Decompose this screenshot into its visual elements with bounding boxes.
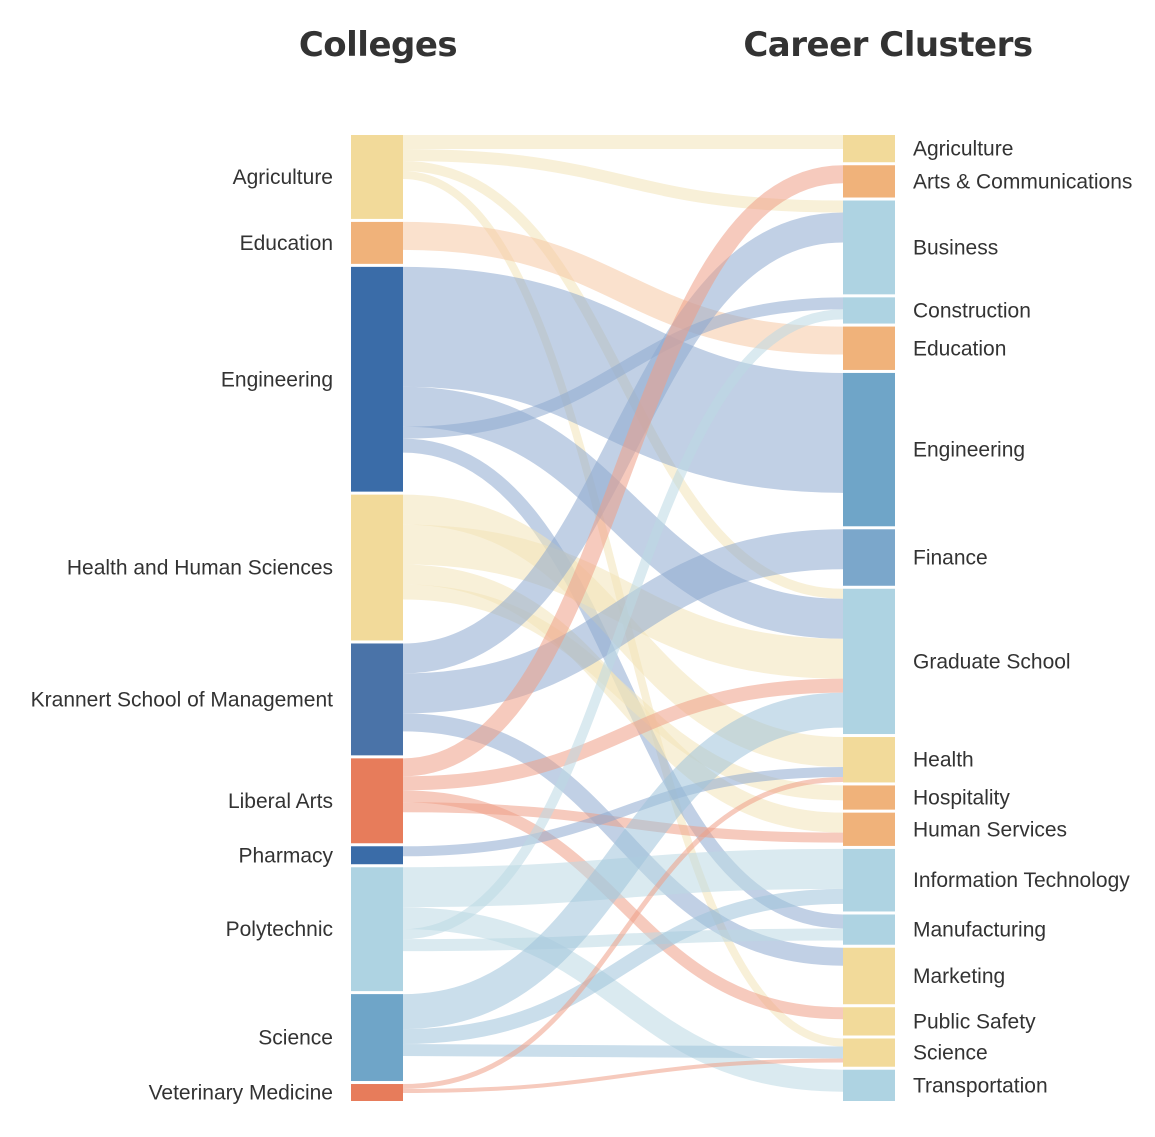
flow-liberal-arts-to-arts-and-communications bbox=[402, 165, 844, 777]
college-node-polytechnic bbox=[351, 867, 403, 992]
cluster-label-science: Science bbox=[913, 1042, 988, 1065]
flow-krannert-school-of-management-to-business bbox=[402, 212, 844, 674]
cluster-node-health bbox=[843, 737, 895, 783]
cluster-label-marketing: Marketing bbox=[913, 965, 1005, 988]
flow-liberal-arts-to-graduate-school bbox=[402, 678, 844, 791]
flow-science-to-graduate-school bbox=[402, 692, 844, 1030]
cluster-label-health: Health bbox=[913, 749, 974, 772]
college-labels: Agriculture Education Engineering Health an… bbox=[31, 166, 334, 1105]
college-node-education bbox=[351, 221, 403, 264]
cluster-label-business: Business bbox=[913, 236, 998, 259]
flow-science-to-information-technology bbox=[402, 888, 844, 1045]
flow-science-to-science bbox=[402, 1044, 844, 1059]
cluster-label-construction: Construction bbox=[913, 299, 1031, 322]
flow-polytechnic-to-manufacturing bbox=[402, 928, 844, 952]
cluster-labels: Agriculture Arts & Communications Business… bbox=[913, 138, 1132, 1098]
career-clusters-header: Career Clusters bbox=[743, 25, 1032, 65]
cluster-label-manufacturing: Manufacturing bbox=[913, 919, 1046, 942]
flow-polytechnic-to-construction bbox=[402, 309, 844, 940]
college-node-science bbox=[351, 994, 403, 1082]
flow-engineering-to-engineering bbox=[402, 266, 844, 493]
college-node-krannert-school-of-management bbox=[351, 643, 403, 756]
flow-veterinary-medicine-to-health bbox=[402, 776, 844, 1090]
cluster-node-public-safety bbox=[843, 1007, 895, 1036]
college-label-engineering: Engineering bbox=[221, 368, 333, 391]
college-node-veterinary-medicine bbox=[351, 1084, 403, 1101]
flow-health-and-human-sciences-to-hospitality bbox=[402, 584, 844, 801]
cluster-label-information-technology: Information Technology bbox=[913, 869, 1130, 892]
cluster-label-hospitality: Hospitality bbox=[913, 787, 1010, 810]
cluster-node-manufacturing bbox=[843, 914, 895, 945]
cluster-node-information-technology bbox=[843, 848, 895, 912]
college-label-agriculture: Agriculture bbox=[233, 166, 333, 189]
college-node-health-and-human-sciences bbox=[351, 494, 403, 641]
cluster-label-transportation: Transportation bbox=[913, 1074, 1048, 1097]
cluster-node-graduate-school bbox=[843, 588, 895, 735]
flow-pharmacy-to-health bbox=[402, 767, 844, 857]
cluster-node-agriculture bbox=[843, 135, 895, 163]
cluster-node-marketing bbox=[843, 947, 895, 1005]
cluster-label-engineering: Engineering bbox=[913, 439, 1025, 462]
college-label-polytechnic: Polytechnic bbox=[226, 918, 333, 941]
college-node-pharmacy bbox=[351, 846, 403, 865]
college-nodes bbox=[351, 135, 403, 1101]
cluster-node-arts-and-communications bbox=[843, 165, 895, 198]
flow-polytechnic-to-transportation bbox=[402, 907, 844, 1092]
cluster-node-human-services bbox=[843, 812, 895, 846]
college-label-pharmacy: Pharmacy bbox=[238, 844, 333, 867]
flow-education-to-education bbox=[402, 221, 844, 355]
flow-engineering-to-graduate-school bbox=[402, 386, 844, 639]
cluster-node-transportation bbox=[843, 1069, 895, 1101]
college-label-krannert-school-of-management: Krannert School of Management bbox=[31, 688, 334, 711]
cluster-node-education bbox=[843, 326, 895, 370]
college-label-education: Education bbox=[240, 232, 333, 255]
flow-liberal-arts-to-human-services bbox=[402, 802, 844, 843]
college-node-agriculture bbox=[351, 135, 403, 219]
cluster-node-engineering bbox=[843, 372, 895, 527]
flow-engineering-to-construction bbox=[402, 297, 844, 439]
college-label-liberal-arts: Liberal Arts bbox=[228, 790, 333, 813]
cluster-node-finance bbox=[843, 529, 895, 586]
college-label-veterinary-medicine: Veterinary Medicine bbox=[149, 1082, 333, 1105]
college-label-health-and-human-sciences: Health and Human Sciences bbox=[67, 557, 333, 580]
cluster-label-arts-and-communications: Arts & Communications bbox=[913, 170, 1132, 193]
cluster-node-construction bbox=[843, 297, 895, 324]
cluster-label-finance: Finance bbox=[913, 547, 988, 570]
colleges-header: Colleges bbox=[299, 25, 457, 65]
college-label-science: Science bbox=[258, 1027, 333, 1050]
cluster-label-education: Education bbox=[913, 337, 1006, 360]
cluster-label-agriculture: Agriculture bbox=[913, 138, 1013, 161]
flow-veterinary-medicine-to-science bbox=[402, 1058, 844, 1094]
cluster-label-graduate-school: Graduate School bbox=[913, 650, 1071, 673]
flow-links bbox=[402, 134, 844, 1094]
cluster-node-science bbox=[843, 1038, 895, 1067]
cluster-node-business bbox=[843, 200, 895, 295]
cluster-nodes bbox=[843, 135, 895, 1101]
cluster-label-human-services: Human Services bbox=[913, 818, 1067, 841]
college-node-liberal-arts bbox=[351, 758, 403, 844]
college-node-engineering bbox=[351, 266, 403, 492]
cluster-label-public-safety: Public Safety bbox=[913, 1010, 1036, 1033]
cluster-node-hospitality bbox=[843, 785, 895, 810]
